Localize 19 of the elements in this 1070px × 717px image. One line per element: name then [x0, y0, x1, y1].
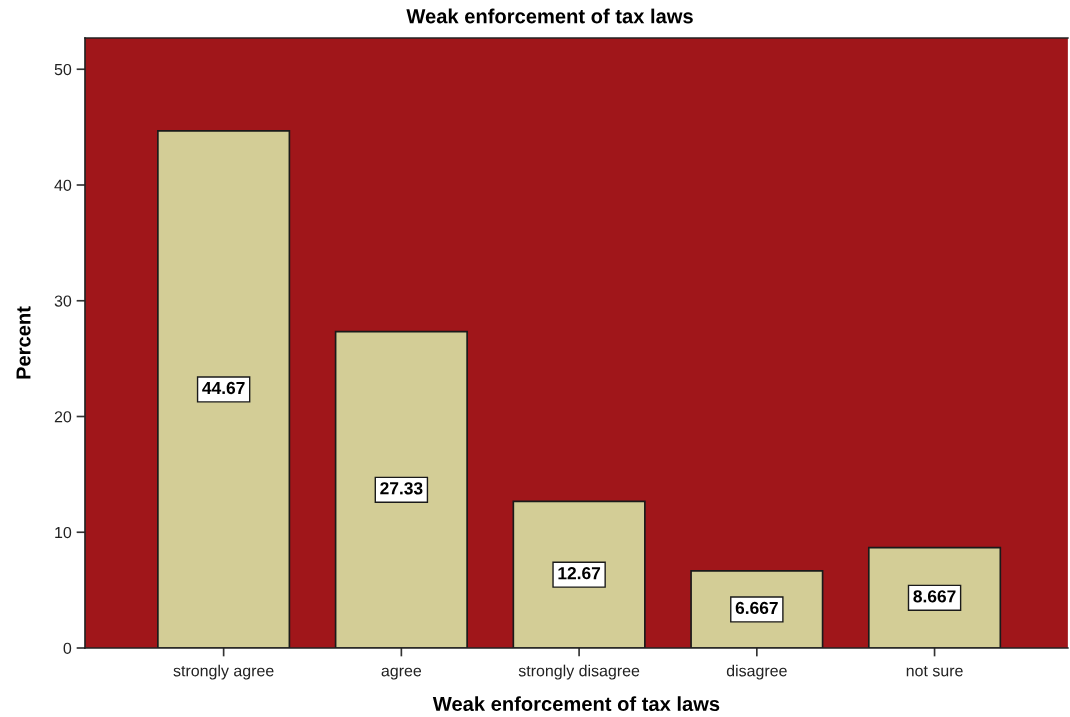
y-tick-label: 10 [55, 526, 72, 539]
data-label: 6.667 [735, 601, 778, 615]
data-label: 8.667 [913, 590, 956, 603]
y-tick-label: 40 [54, 179, 72, 191]
x-tick-label: agree [381, 667, 422, 680]
y-axis-title: Percent [16, 306, 31, 379]
data-label: 27.33 [380, 482, 423, 495]
x-tick-label: strongly disagree [518, 664, 640, 680]
y-tick-label: 20 [54, 411, 72, 423]
y-tick-label: 0 [63, 642, 72, 654]
y-tick-label: 50 [54, 63, 72, 76]
x-axis-title: Weak enforcement of tax laws [432, 696, 720, 712]
data-label: 44.67 [202, 381, 245, 395]
data-label: 12.67 [558, 567, 601, 580]
y-tick-label: 30 [54, 295, 72, 307]
x-tick-label: strongly agree [173, 664, 274, 680]
x-tick-label: not sure [906, 665, 963, 677]
x-tick-label: disagree [726, 664, 787, 680]
chart-title: Weak enforcement of tax laws [406, 8, 693, 24]
